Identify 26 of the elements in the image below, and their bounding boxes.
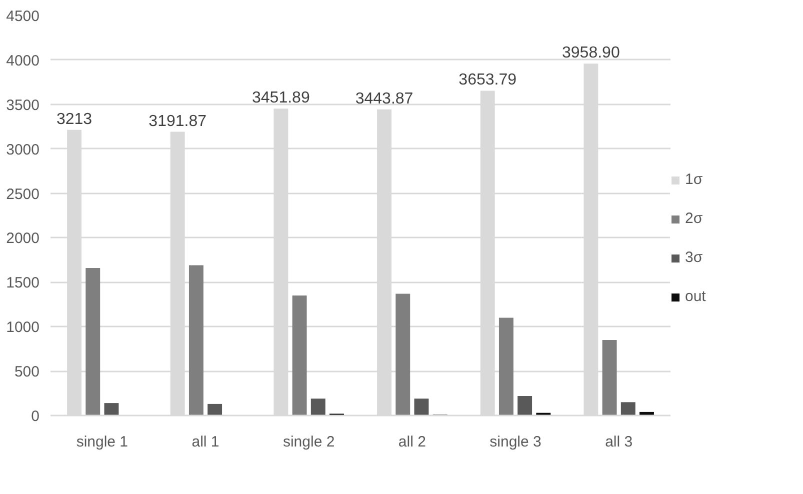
data-label: 3958.90 [562,44,620,62]
y-tick-label: 4500 [6,8,40,25]
data-label: 3191.87 [148,112,207,130]
y-tick-label: 3000 [6,141,40,158]
data-label: 3443.87 [355,90,414,108]
data-label: 3451.89 [252,90,310,107]
x-tick-label: all 2 [398,434,426,450]
data-label: 3213 [56,110,92,128]
legend-label: out [685,288,706,305]
y-tick-label: 0 [31,408,40,425]
legend-label: 1σ [685,171,704,188]
y-tick-label: 3500 [6,96,40,114]
y-tick-label: 2000 [6,230,40,248]
y-tick-label: 1000 [6,319,40,336]
x-tick-label: all 1 [192,434,220,450]
y-tick-label: 500 [14,364,40,381]
data-label: 3653.79 [458,72,517,89]
x-tick-label: single 3 [490,434,542,450]
legend-label: 3σ [685,249,704,266]
x-tick-label: all 3 [605,434,633,450]
y-tick-label: 2500 [6,186,40,203]
x-tick-label: single 1 [76,434,128,450]
y-tick-label: 1500 [6,274,40,292]
x-tick-label: single 2 [282,434,335,450]
y-tick-label: 4000 [6,52,40,70]
legend-label: 2σ [685,210,704,227]
